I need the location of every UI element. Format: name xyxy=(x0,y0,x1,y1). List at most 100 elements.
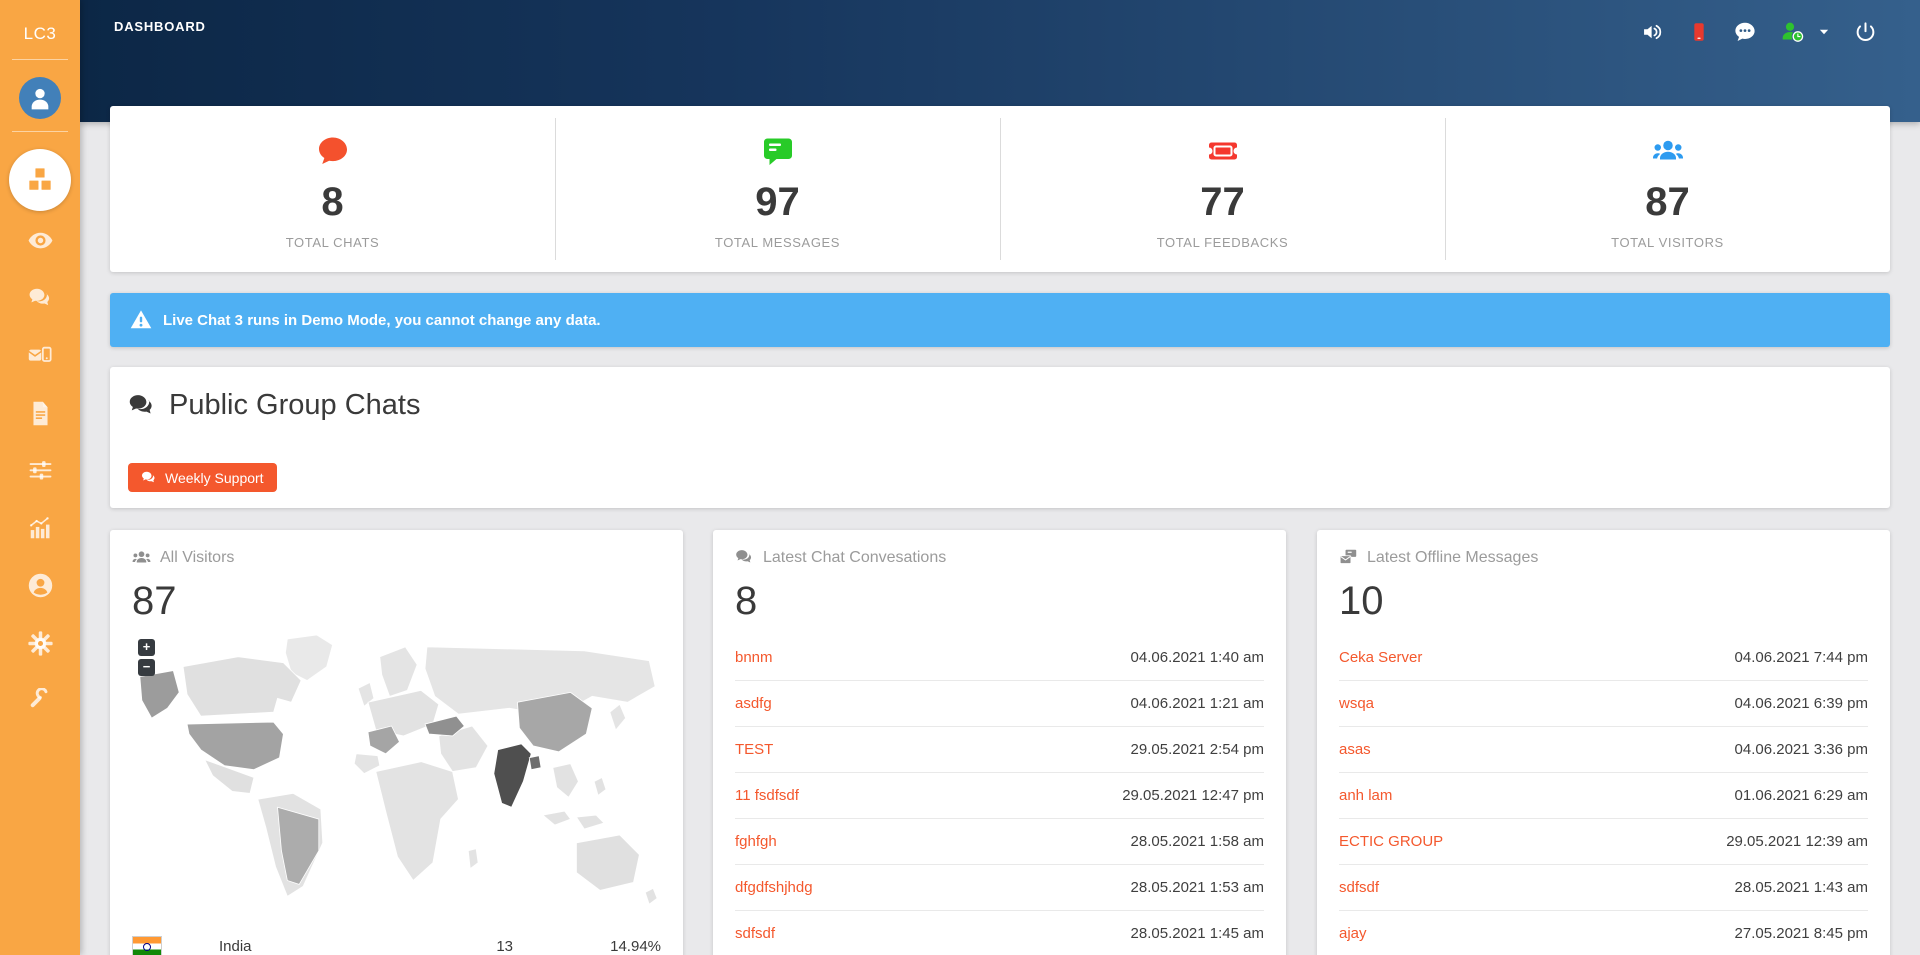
weekly-support-button[interactable]: Weekly Support xyxy=(128,463,277,492)
comments-icon xyxy=(28,286,53,311)
message-link[interactable]: Ceka Server xyxy=(1339,649,1423,666)
chat-link[interactable]: TEST xyxy=(735,741,774,758)
message-date: 04.06.2021 7:44 pm xyxy=(1734,649,1868,666)
all-visitors-card: All Visitors 87 xyxy=(110,530,683,955)
section-title-text: Public Group Chats xyxy=(169,389,421,421)
user-status-icon[interactable] xyxy=(1781,20,1805,44)
message-link[interactable]: ECTIC GROUP xyxy=(1339,833,1444,850)
message-link[interactable]: wsqa xyxy=(1339,695,1375,712)
chat-date: 28.05.2021 1:53 am xyxy=(1130,879,1264,896)
list-item: ECTIC GROUP 29.05.2021 12:39 am xyxy=(1339,819,1868,865)
message-date: 28.05.2021 1:43 am xyxy=(1734,879,1868,896)
avatar[interactable] xyxy=(19,77,61,119)
map-zoom-out-button[interactable]: − xyxy=(138,659,155,676)
message-link[interactable]: asas xyxy=(1339,741,1371,758)
gear-icon xyxy=(28,631,53,656)
sidebar-item-filters[interactable] xyxy=(0,442,80,500)
offline-messages-list: Ceka Server 04.06.2021 7:44 pm wsqa 04.06.… xyxy=(1339,635,1868,955)
stat-value: 77 xyxy=(1200,180,1245,224)
section-title: Public Group Chats xyxy=(128,389,420,422)
conversations-total: 8 xyxy=(735,579,758,623)
sidebar-item-visitors[interactable] xyxy=(0,212,80,270)
country-percent: 14.94% xyxy=(610,938,661,955)
mobile-icon[interactable] xyxy=(1689,21,1709,43)
chat-date: 29.05.2021 2:54 pm xyxy=(1130,741,1264,758)
sidebar-item-account[interactable] xyxy=(0,557,80,615)
caret-down-icon[interactable] xyxy=(1818,26,1830,38)
stat-total-visitors: 87 TOTAL VISITORS xyxy=(1445,106,1890,272)
comments-icon xyxy=(141,470,157,486)
sidebar-item-settings[interactable] xyxy=(0,615,80,673)
person-icon xyxy=(27,85,53,111)
chat-date: 28.05.2021 1:45 am xyxy=(1130,925,1264,942)
message-link[interactable]: ajay xyxy=(1339,925,1367,942)
list-item: anh lam 01.06.2021 6:29 am xyxy=(1339,773,1868,819)
list-item: sdfsdf 28.05.2021 1:45 am xyxy=(735,911,1264,955)
ticket-icon xyxy=(1207,135,1239,167)
sidebar-item-statistics[interactable] xyxy=(0,500,80,558)
cubes-icon xyxy=(25,165,55,195)
sidebar-item-tools[interactable] xyxy=(0,672,80,730)
volume-icon[interactable] xyxy=(1642,21,1664,43)
public-group-chats-card: Public Group Chats Weekly Support xyxy=(110,367,1890,508)
latest-offline-messages-card: Latest Offline Messages 10 Ceka Server 04… xyxy=(1317,530,1890,955)
list-item: bnnm 04.06.2021 1:40 am xyxy=(735,635,1264,681)
stat-total-feedbacks: 77 TOTAL FEEDBACKS xyxy=(1000,106,1445,272)
world-map[interactable]: + − xyxy=(132,633,661,925)
message-link[interactable]: sdfsdf xyxy=(1339,879,1380,896)
sidebar-divider xyxy=(12,131,68,132)
india-flag-icon xyxy=(132,936,162,955)
sidebar-divider xyxy=(12,59,68,60)
power-icon[interactable] xyxy=(1855,22,1876,43)
stat-label: TOTAL CHATS xyxy=(285,235,380,250)
top-header: DASHBOARD xyxy=(80,0,1920,122)
sidebar-item-chats[interactable] xyxy=(0,270,80,328)
chart-icon xyxy=(28,516,53,541)
comment-dots-icon[interactable] xyxy=(1734,21,1756,43)
alert-text: Live Chat 3 runs in Demo Mode, you canno… xyxy=(163,311,601,329)
users-icon xyxy=(1652,135,1684,167)
map-zoom-in-button[interactable]: + xyxy=(138,639,155,656)
sliders-icon xyxy=(28,458,53,483)
chat-link[interactable]: 11 fsdfsdf xyxy=(735,787,799,804)
message-date: 04.06.2021 6:39 pm xyxy=(1734,695,1868,712)
list-item: 11 fsdfsdf 29.05.2021 12:47 pm xyxy=(735,773,1264,819)
stat-value: 8 xyxy=(321,180,344,224)
stat-total-chats: 8 TOTAL CHATS xyxy=(110,106,555,272)
stat-value: 97 xyxy=(755,180,800,224)
chat-date: 29.05.2021 12:47 pm xyxy=(1122,787,1264,804)
comment-alt-icon xyxy=(762,135,794,167)
stat-value: 87 xyxy=(1645,180,1690,224)
chat-link[interactable]: fghfgh xyxy=(735,833,777,850)
chat-link[interactable]: bnnm xyxy=(735,649,773,666)
sidebar-item-dashboard[interactable] xyxy=(9,149,71,211)
visitors-total: 87 xyxy=(132,579,177,623)
user-circle-icon xyxy=(28,573,53,598)
app-logo[interactable]: LC3 xyxy=(23,24,57,43)
list-item: dfgdfshjhdg 28.05.2021 1:53 am xyxy=(735,865,1264,911)
list-item: sdfsdf 28.05.2021 1:43 am xyxy=(1339,865,1868,911)
chat-link[interactable]: sdfsdf xyxy=(735,925,776,942)
message-date: 01.06.2021 6:29 am xyxy=(1734,787,1868,804)
list-item: Ceka Server 04.06.2021 7:44 pm xyxy=(1339,635,1868,681)
sidebar-item-pages[interactable] xyxy=(0,385,80,443)
card-title: All Visitors xyxy=(160,548,235,566)
country-name: India xyxy=(219,938,252,955)
comments-icon xyxy=(735,548,754,567)
list-item: asas 04.06.2021 3:36 pm xyxy=(1339,727,1868,773)
card-header: All Visitors xyxy=(132,548,661,567)
card-title: Latest Chat Convesations xyxy=(763,548,947,566)
sidebar-item-offline-messages[interactable] xyxy=(0,327,80,385)
stat-label: TOTAL MESSAGES xyxy=(714,235,841,250)
stats-card: 8 TOTAL CHATS 97 TOTAL MESSAGES 77 TOTAL… xyxy=(110,106,1890,272)
country-count: 13 xyxy=(496,938,513,955)
card-header: Latest Chat Convesations xyxy=(735,548,1264,567)
file-icon xyxy=(28,401,53,426)
weekly-support-label: Weekly Support xyxy=(165,469,264,486)
eye-icon xyxy=(28,228,53,253)
chat-link[interactable]: dfgdfshjhdg xyxy=(735,879,813,896)
message-link[interactable]: anh lam xyxy=(1339,787,1393,804)
list-item: asdfg 04.06.2021 1:21 am xyxy=(735,681,1264,727)
chat-link[interactable]: asdfg xyxy=(735,695,772,712)
